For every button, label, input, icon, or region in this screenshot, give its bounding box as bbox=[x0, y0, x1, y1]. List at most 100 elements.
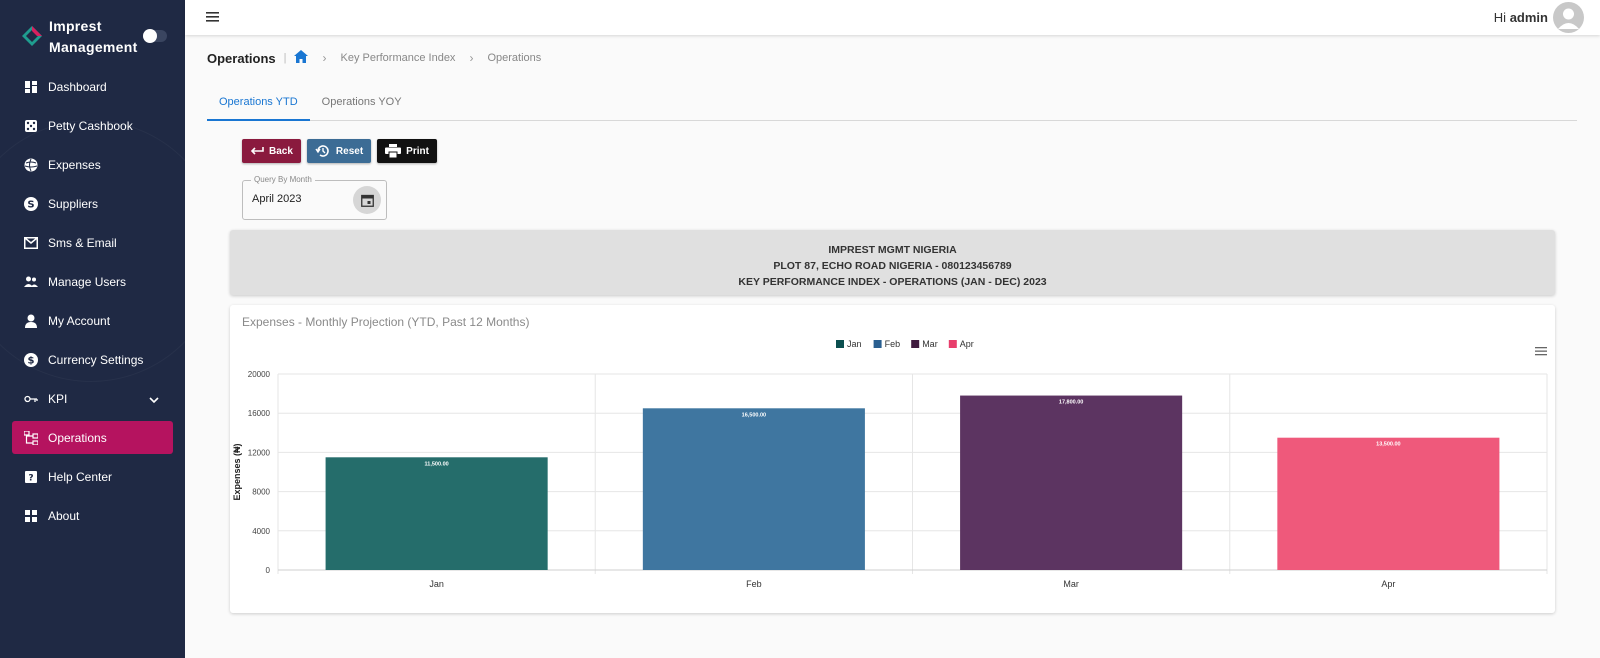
sidebar-item-currency-settings[interactable]: $ Currency Settings bbox=[12, 343, 173, 376]
bar-data-label: 17,800.00 bbox=[1059, 400, 1083, 406]
home-icon[interactable] bbox=[294, 50, 309, 66]
legend-label[interactable]: Mar bbox=[922, 339, 938, 349]
back-button-label: Back bbox=[269, 145, 293, 157]
expenses-bar-chart: 0 4000 8000 12000 16000 20000 Expenses (₦) 11,5… bbox=[232, 339, 1548, 589]
sidebar-item-operations[interactable]: Operations bbox=[12, 421, 173, 454]
legend-swatch[interactable] bbox=[911, 340, 920, 348]
bar-mar[interactable] bbox=[960, 395, 1183, 570]
x-tick-label: Jan bbox=[429, 579, 444, 589]
money-globe-icon bbox=[24, 158, 38, 172]
y-tick-label: 16000 bbox=[248, 409, 271, 418]
sidebar-item-about[interactable]: About bbox=[12, 499, 173, 532]
query-month-input[interactable] bbox=[252, 193, 352, 205]
theme-toggle[interactable] bbox=[143, 29, 167, 43]
person-icon bbox=[24, 314, 38, 328]
chart-menu-icon[interactable] bbox=[1535, 343, 1547, 361]
sidebar-item-my-account[interactable]: My Account bbox=[12, 304, 173, 337]
top-bar: Hi admin bbox=[185, 0, 1600, 35]
y-tick-label: 8000 bbox=[252, 488, 270, 497]
sidebar-item-dashboard[interactable]: Dashboard bbox=[12, 70, 173, 103]
page-title: Operations bbox=[207, 50, 276, 66]
printer-icon bbox=[385, 144, 402, 158]
sidebar-item-label: Suppliers bbox=[48, 196, 99, 211]
x-tick-label: Mar bbox=[1063, 579, 1079, 589]
bar-data-label: 13,500.00 bbox=[1376, 442, 1400, 448]
tab-operations-ytd[interactable]: Operations YTD bbox=[207, 88, 310, 121]
bar-feb[interactable] bbox=[642, 408, 865, 570]
breadcrumb: Operations | › Key Performance Index › O… bbox=[207, 50, 541, 66]
x-tick-label: Apr bbox=[1381, 579, 1395, 589]
sidebar-item-expenses[interactable]: Expenses bbox=[12, 148, 173, 181]
sidebar-item-label: Help Center bbox=[48, 469, 113, 484]
company-address: PLOT 87, ECHO ROAD NIGERIA - 08012345678… bbox=[773, 260, 1012, 272]
sidebar-item-kpi[interactable]: KPI bbox=[12, 382, 173, 415]
dollar-circle-icon: S bbox=[24, 196, 38, 211]
sidebar-item-label: Operations bbox=[48, 430, 107, 445]
bar-apr[interactable] bbox=[1277, 437, 1500, 570]
y-axis-label: Expenses (₦) bbox=[232, 443, 242, 500]
dice-icon bbox=[24, 119, 38, 133]
reset-button-label: Reset bbox=[335, 145, 364, 157]
breadcrumb-chevron-icon: › bbox=[322, 51, 327, 65]
users-icon bbox=[24, 275, 38, 289]
sidebar-item-label: KPI bbox=[48, 391, 68, 406]
chart-card: Expenses - Monthly Projection (YTD, Past… bbox=[230, 305, 1555, 613]
sidebar-item-label: Manage Users bbox=[48, 274, 127, 289]
brand-name-line2: Management bbox=[49, 39, 138, 55]
y-tick-label: 12000 bbox=[248, 448, 271, 457]
query-month-field: Query By Month bbox=[242, 175, 387, 220]
sidebar-item-sms-email[interactable]: Sms & Email bbox=[12, 226, 173, 259]
print-button[interactable]: Print bbox=[377, 139, 437, 163]
user-greeting: Hi admin bbox=[1494, 10, 1548, 25]
sidebar-item-label: Sms & Email bbox=[48, 235, 117, 250]
breadcrumb-divider: | bbox=[283, 52, 287, 64]
y-tick-label: 0 bbox=[266, 566, 271, 575]
sidebar-item-label: Currency Settings bbox=[48, 352, 144, 367]
report-title: KEY PERFORMANCE INDEX - OPERATIONS (JAN … bbox=[738, 276, 1047, 288]
legend-label[interactable]: Feb bbox=[885, 339, 901, 349]
mail-icon bbox=[24, 236, 38, 250]
print-button-label: Print bbox=[406, 145, 429, 157]
svg-text:$: $ bbox=[28, 355, 35, 366]
y-tick-label: 4000 bbox=[252, 527, 270, 536]
legend-label[interactable]: Apr bbox=[960, 339, 974, 349]
grid-icon bbox=[24, 509, 38, 523]
legend-swatch[interactable] bbox=[948, 340, 957, 348]
breadcrumb-current: Operations bbox=[487, 52, 542, 64]
username: admin bbox=[1509, 10, 1548, 25]
sidebar-item-manage-users[interactable]: Manage Users bbox=[12, 265, 173, 298]
tab-operations-yoy[interactable]: Operations YOY bbox=[321, 96, 402, 108]
bar-jan[interactable] bbox=[325, 457, 548, 570]
dashboard-icon bbox=[24, 80, 38, 94]
brand: Imprest Management bbox=[20, 14, 170, 58]
company-header: IMPREST MGMT NIGERIA PLOT 87, ECHO ROAD … bbox=[230, 230, 1555, 295]
menu-icon[interactable] bbox=[205, 10, 221, 24]
breadcrumb-chevron-icon: › bbox=[469, 51, 474, 65]
greeting-text: Hi bbox=[1493, 10, 1507, 25]
sidebar-item-label: Dashboard bbox=[48, 79, 107, 94]
svg-text:S: S bbox=[27, 199, 34, 210]
currency-icon: $ bbox=[24, 352, 38, 367]
sidebar-item-petty-cashbook[interactable]: Petty Cashbook bbox=[12, 109, 173, 142]
sidebar-item-label: Expenses bbox=[48, 157, 101, 172]
brand-name-line1: Imprest bbox=[49, 18, 102, 34]
legend-swatch[interactable] bbox=[836, 340, 844, 348]
sidebar: Imprest Management Dashboard Petty Cashb… bbox=[0, 0, 185, 658]
bar-data-label: 11,500.00 bbox=[425, 461, 449, 467]
bar-data-label: 16,500.00 bbox=[742, 412, 766, 418]
x-tick-label: Feb bbox=[746, 579, 762, 589]
avatar[interactable] bbox=[1553, 2, 1584, 33]
reset-button[interactable]: Reset bbox=[306, 139, 372, 163]
sidebar-item-help-center[interactable]: ? Help Center bbox=[12, 460, 173, 493]
y-tick-label: 20000 bbox=[248, 370, 271, 379]
legend-label[interactable]: Jan bbox=[847, 339, 862, 349]
calendar-icon[interactable] bbox=[353, 186, 381, 214]
legend-swatch[interactable] bbox=[873, 340, 882, 348]
help-icon: ? bbox=[24, 470, 38, 484]
sidebar-item-suppliers[interactable]: S Suppliers bbox=[12, 187, 173, 220]
back-button[interactable]: Back bbox=[242, 139, 301, 163]
chevron-down-icon[interactable] bbox=[149, 393, 159, 407]
svg-text:?: ? bbox=[28, 473, 33, 483]
breadcrumb-kpi-link[interactable]: Key Performance Index bbox=[340, 52, 456, 64]
return-arrow-icon bbox=[250, 147, 264, 155]
